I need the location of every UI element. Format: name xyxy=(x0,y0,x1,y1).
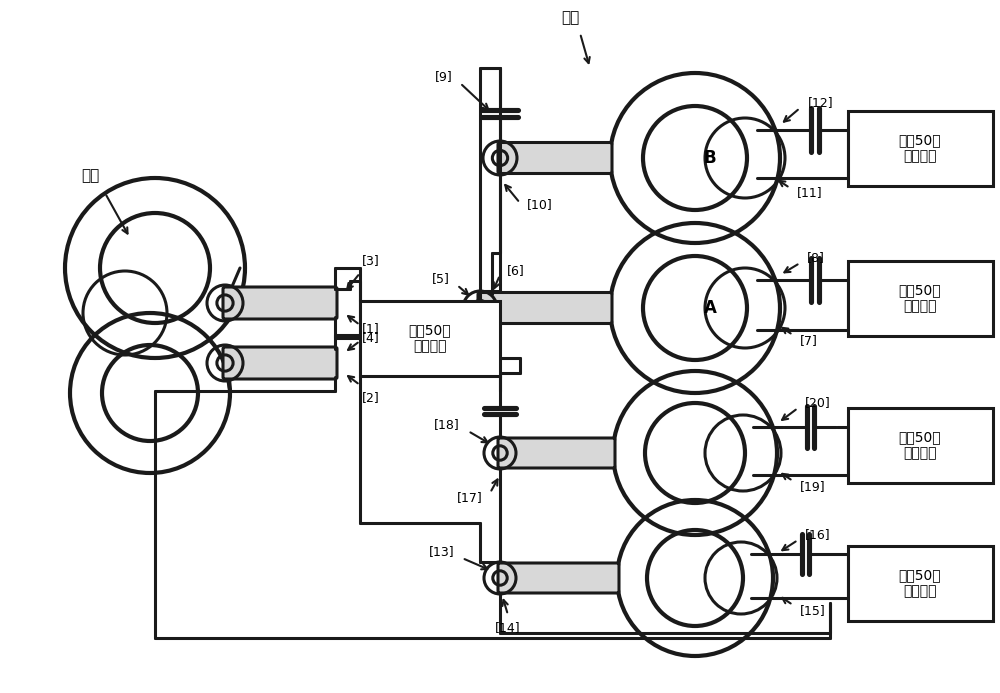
Text: 输出50欧
姆微带线: 输出50欧 姆微带线 xyxy=(899,568,941,598)
Text: B: B xyxy=(704,149,716,167)
Text: [19]: [19] xyxy=(800,480,826,493)
Text: [20]: [20] xyxy=(805,396,831,410)
Text: [4]: [4] xyxy=(362,331,380,344)
Text: [5]: [5] xyxy=(432,272,450,286)
Text: [13]: [13] xyxy=(428,545,454,559)
FancyBboxPatch shape xyxy=(498,438,615,468)
FancyBboxPatch shape xyxy=(848,545,992,620)
Text: [2]: [2] xyxy=(362,391,380,404)
Text: 输出50欧
姆微带线: 输出50欧 姆微带线 xyxy=(899,283,941,313)
Text: [18]: [18] xyxy=(434,419,460,432)
FancyBboxPatch shape xyxy=(848,261,992,335)
Text: 输出50欧
姆微带线: 输出50欧 姆微带线 xyxy=(899,133,941,163)
Text: [6]: [6] xyxy=(507,265,525,277)
Text: A: A xyxy=(704,299,716,317)
Text: [15]: [15] xyxy=(800,604,826,617)
Text: [9]: [9] xyxy=(435,71,453,83)
FancyBboxPatch shape xyxy=(498,563,619,593)
Text: 磁环: 磁环 xyxy=(81,168,99,183)
Text: [14]: [14] xyxy=(495,621,521,634)
Text: [10]: [10] xyxy=(527,198,553,211)
FancyBboxPatch shape xyxy=(848,407,992,482)
FancyBboxPatch shape xyxy=(848,110,992,186)
FancyBboxPatch shape xyxy=(223,347,337,379)
FancyBboxPatch shape xyxy=(498,143,612,173)
Text: 磁环: 磁环 xyxy=(561,10,579,25)
Text: [3]: [3] xyxy=(362,254,380,267)
FancyBboxPatch shape xyxy=(360,301,500,376)
Text: 输出50欧
姆微带线: 输出50欧 姆微带线 xyxy=(899,430,941,460)
FancyBboxPatch shape xyxy=(223,287,337,319)
Text: [8]: [8] xyxy=(807,252,825,265)
Text: [7]: [7] xyxy=(800,335,818,347)
Text: [11]: [11] xyxy=(797,186,823,200)
Text: [12]: [12] xyxy=(808,96,834,109)
FancyBboxPatch shape xyxy=(478,292,612,324)
Text: [17]: [17] xyxy=(457,491,483,505)
Text: 输出50欧
姆微带线: 输出50欧 姆微带线 xyxy=(409,323,451,353)
Text: [16]: [16] xyxy=(805,529,831,541)
Text: [1]: [1] xyxy=(362,322,380,335)
